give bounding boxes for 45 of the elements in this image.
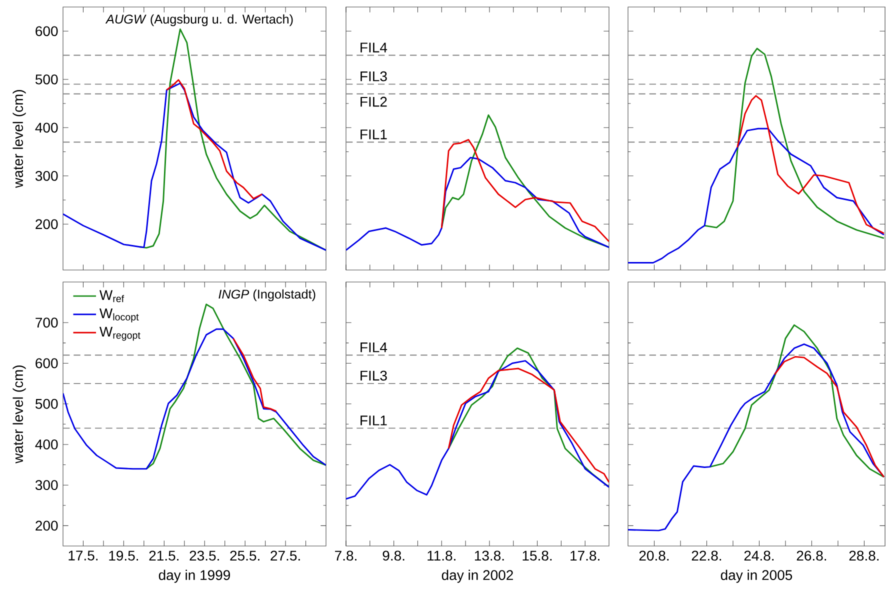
ref-line-label: FIL4 — [360, 42, 388, 52]
ref-line-label: FIL4 — [360, 342, 388, 352]
x-tick-label: 13.8. — [474, 550, 504, 561]
x-tick-label: 17.5. — [68, 550, 98, 560]
y-axis-title: water level (cm) — [12, 90, 26, 188]
y-tick-label: 500 — [36, 74, 58, 84]
x-tick-label: 19.5. — [109, 550, 138, 561]
y-tick-label: 600 — [36, 26, 58, 36]
x-axis-title: day in 1999 — [158, 570, 230, 583]
y-tick-label: 300 — [35, 480, 58, 490]
y-tick-label: 300 — [35, 170, 58, 181]
y-axis-title: water level (cm) — [12, 366, 26, 464]
y-tick-label: 400 — [35, 122, 58, 133]
x-tick-label: 9.8. — [382, 550, 404, 561]
x-axis-title: day in 2005 — [720, 570, 792, 583]
annotation: AUGW (Augsburg u. d. Wertach) — [105, 14, 293, 26]
legend-label: W$_{regopt}$ — [99, 326, 140, 341]
x-tick-label: 11.8. — [428, 550, 456, 561]
x-tick-label: 15.8. — [522, 550, 552, 561]
x-tick-label: 26.8. — [796, 550, 826, 561]
x-tick-label: 7.8. — [335, 550, 356, 561]
x-tick-label: 25.5. — [230, 550, 260, 561]
x-tick-label: 28.8. — [849, 550, 879, 561]
legend-label: W$_{ref}$ — [99, 290, 124, 302]
ref-line-label: FIL3 — [360, 370, 387, 381]
x-tick-label: 20.8. — [639, 550, 669, 561]
ref-line-label: FIL2 — [360, 96, 387, 107]
y-tick-label: 200 — [36, 219, 58, 230]
x-tick-label: 17.8. — [570, 550, 600, 561]
annotation: INGP (Ingolstadt) — [218, 289, 316, 302]
ref-line-label: FIL1 — [360, 130, 387, 140]
y-tick-label: 700 — [36, 318, 58, 328]
y-tick-label: 200 — [36, 520, 58, 531]
ref-line-label: FIL1 — [360, 416, 387, 426]
x-tick-label: 27.5. — [270, 550, 300, 561]
ref-line-label: FIL3 — [360, 71, 387, 82]
x-tick-label: 21.5. — [149, 550, 178, 561]
x-tick-label: 23.5. — [190, 550, 219, 561]
x-axis-title: day in 2002 — [442, 570, 513, 583]
y-tick-label: 500 — [36, 398, 58, 409]
x-tick-label: 22.8. — [692, 550, 722, 561]
y-tick-label: 600 — [36, 358, 58, 368]
legend-label: W$_{locopt}$ — [99, 308, 139, 322]
x-tick-label: 24.8. — [744, 550, 774, 561]
y-tick-label: 400 — [35, 440, 58, 450]
